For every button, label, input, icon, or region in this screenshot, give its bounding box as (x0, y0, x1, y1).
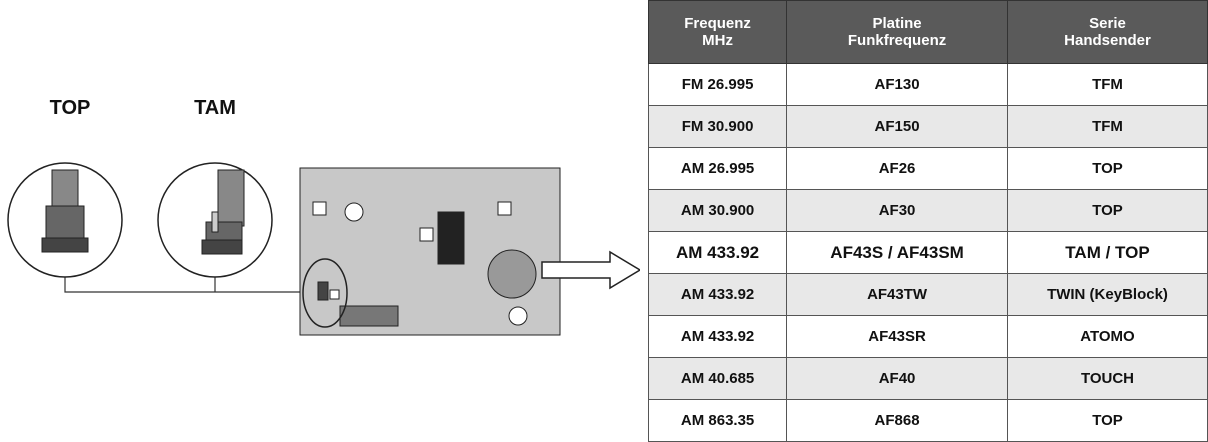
table-cell: AF868 (786, 399, 1008, 442)
table-cell: TOUCH (1006, 357, 1208, 400)
table-cell: FM 26.995 (647, 63, 788, 106)
table-cell: AF26 (786, 147, 1008, 190)
jumper-tam (201, 169, 245, 255)
label-top: TOP (50, 97, 91, 119)
table-cell: AM 40.685 (647, 357, 788, 400)
header-line: MHz (702, 32, 733, 49)
table-cell: FM 30.900 (647, 105, 788, 148)
jumper-top (41, 169, 89, 253)
table-cell: AF43SR (786, 315, 1008, 358)
frequency-table: Frequenz MHz Platine Funkfrequenz Serie Hands… (647, 0, 1208, 442)
table-cell: ATOMO (1006, 315, 1208, 358)
connector-lines (64, 277, 310, 293)
table-cell: TOP (1006, 189, 1208, 232)
jumper-diagram: TOP TAM (7, 97, 640, 336)
header-line: Handsender (1064, 32, 1151, 49)
table-cell: AF43TW (786, 273, 1008, 316)
header-line: Serie (1089, 15, 1126, 32)
table-cell: AM 26.995 (647, 147, 788, 190)
table-cell: AM 433.92 (647, 273, 788, 316)
table-row: AM 433.92 AF43SR ATOMO (647, 315, 1208, 358)
table-body: FM 26.995 AF130 TFM FM 30.900 AF150 TFM AM 26.… (647, 63, 1208, 442)
table-cell: AF150 (786, 105, 1008, 148)
header-line: Funkfrequenz (847, 32, 947, 49)
table-row: AM 433.92 AF43S / AF43SM TAM / TOP (647, 231, 1208, 274)
table-cell: TOP (1006, 399, 1208, 442)
table-cell: TFM (1006, 63, 1208, 106)
table-cell: AM 433.92 (647, 315, 788, 358)
column-header: Serie Handsender (1006, 0, 1208, 64)
table-cell: AM 433.92 (647, 231, 788, 274)
table-row: AM 40.685 AF40 TOUCH (647, 357, 1208, 400)
table-cell: TAM / TOP (1006, 231, 1208, 274)
column-header: Frequenz MHz (647, 0, 788, 64)
table-cell: AF40 (786, 357, 1008, 400)
arrow (541, 250, 640, 290)
table-cell: AM 30.900 (647, 189, 788, 232)
table-cell: AF130 (786, 63, 1008, 106)
column-header: Platine Funkfrequenz (786, 0, 1008, 64)
circuit-board (299, 167, 561, 336)
table-cell: TWIN (KeyBlock) (1006, 273, 1208, 316)
table-row: AM 433.92 AF43TW TWIN (KeyBlock) (647, 273, 1208, 316)
table-row: AM 30.900 AF30 TOP (647, 189, 1208, 232)
table-cell: TFM (1006, 105, 1208, 148)
header-line: Frequenz (684, 15, 751, 32)
table-cell: AM 863.35 (647, 399, 788, 442)
table-cell: TOP (1006, 147, 1208, 190)
table-row: AM 863.35 AF868 TOP (647, 399, 1208, 442)
header-line: Platine (872, 15, 922, 32)
header-row: Frequenz MHz Platine Funkfrequenz Serie Hands… (647, 0, 1208, 64)
table-cell: AF30 (786, 189, 1008, 232)
table-row: FM 26.995 AF130 TFM (647, 63, 1208, 106)
table-row: AM 26.995 AF26 TOP (647, 147, 1208, 190)
label-tam: TAM (194, 97, 236, 119)
table-cell: AF43S / AF43SM (786, 231, 1008, 274)
table-row: FM 30.900 AF150 TFM (647, 105, 1208, 148)
